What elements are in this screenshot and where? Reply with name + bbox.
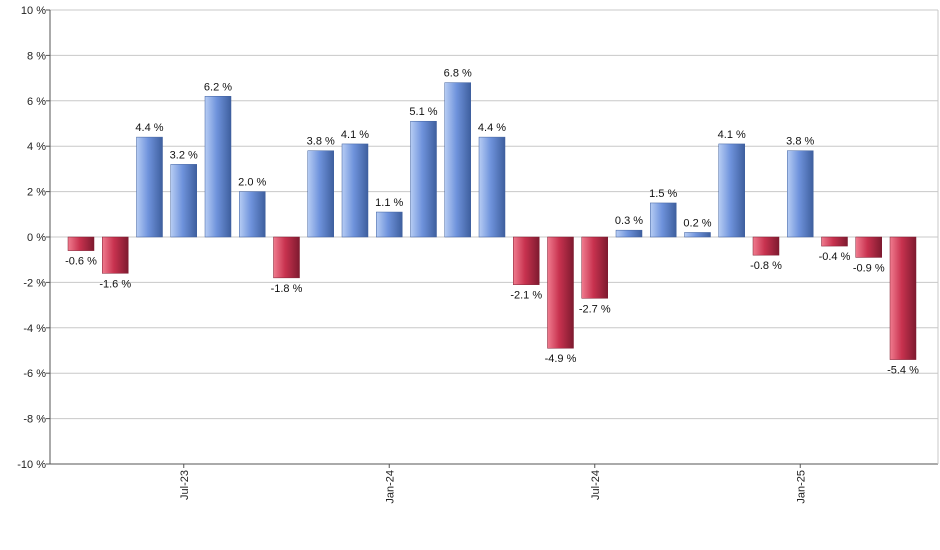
bar [67, 236, 95, 251]
y-tick-label: 6 % [27, 96, 46, 108]
bar-value-label: 3.2 % [170, 149, 198, 161]
bar-value-label: 4.1 % [341, 129, 369, 141]
y-tick-label: -10 % [17, 459, 46, 471]
bar-value-label: 6.2 % [204, 81, 232, 93]
bar [684, 232, 711, 238]
data-labels: -0.6 %-1.6 % 4.4 % 3.2 % 6.2 % 2.0 % -1.8 % 3.… [65, 68, 919, 377]
bar-value-label: -0.4 % [819, 251, 851, 263]
bar [204, 96, 232, 238]
bar [136, 136, 163, 238]
bar [478, 136, 506, 238]
bar-value-label: -1.6 % [99, 278, 131, 290]
bar-value-label: 1.1 % [375, 197, 403, 209]
bar [376, 211, 403, 238]
y-axis-tick-labels: 10 % 8 % 6 % 4 % 2 % 0 % -2 % -4 % -6 % -8 % -10 % [17, 5, 46, 471]
y-tick-label: 4 % [27, 141, 46, 153]
x-axis: Jul-23 Jan-24 Jul-24 Jan-25 [49, 10, 939, 504]
bar [239, 191, 266, 238]
y-tick-label: -6 % [23, 368, 46, 380]
bar-value-label: 1.5 % [649, 188, 677, 200]
bar [513, 236, 540, 285]
bar [855, 236, 882, 258]
y-tick-label: -4 % [23, 323, 46, 335]
bar-value-label: 0.3 % [615, 215, 643, 227]
bar-value-label: 4.1 % [718, 129, 746, 141]
bar [170, 164, 197, 238]
bar-value-label: 3.8 % [786, 136, 814, 148]
bar-value-label: -0.9 % [853, 262, 885, 274]
bar-value-label: -2.7 % [579, 303, 611, 315]
bar [821, 236, 848, 247]
bar-value-label: 6.8 % [444, 68, 472, 80]
bar [615, 229, 643, 238]
bar-value-label: 4.4 % [135, 122, 163, 134]
bar-value-label: -0.6 % [65, 256, 97, 268]
bar [718, 143, 745, 238]
bar [581, 236, 608, 299]
bar [752, 236, 780, 256]
bar-value-label: -4.9 % [545, 353, 577, 365]
bar-value-label: 2.0 % [238, 177, 266, 189]
bar [547, 236, 574, 349]
bar-value-label: 0.2 % [683, 217, 711, 229]
bar-value-label: -2.1 % [510, 290, 542, 302]
bar [307, 150, 334, 238]
x-tick-label: Jul-24 [590, 470, 602, 500]
x-tick-label: Jul-23 [179, 470, 191, 500]
bar [410, 120, 437, 238]
bar-value-label: 3.8 % [307, 136, 335, 148]
y-tick-label: -8 % [23, 414, 46, 426]
y-tick-label: -2 % [23, 277, 46, 289]
bar [102, 236, 129, 274]
bar-value-label: 5.1 % [409, 106, 437, 118]
x-tick-label: Jan-24 [384, 470, 396, 504]
bar [889, 236, 917, 360]
bar [341, 143, 369, 238]
y-tick-label: 10 % [21, 5, 46, 17]
bar [273, 236, 300, 279]
bar [444, 82, 471, 238]
y-tick-label: 2 % [27, 187, 46, 199]
bar-value-label: 4.4 % [478, 122, 506, 134]
bar [650, 202, 677, 238]
y-tick-label: 8 % [27, 50, 46, 62]
bar-value-label: -0.8 % [750, 260, 782, 272]
bar [787, 150, 814, 238]
x-tick-label: Jan-25 [795, 470, 807, 504]
bars [67, 82, 917, 360]
bar-value-label: -5.4 % [887, 365, 919, 377]
y-tick-label: 0 % [27, 232, 46, 244]
bar-value-label: -1.8 % [271, 283, 303, 295]
